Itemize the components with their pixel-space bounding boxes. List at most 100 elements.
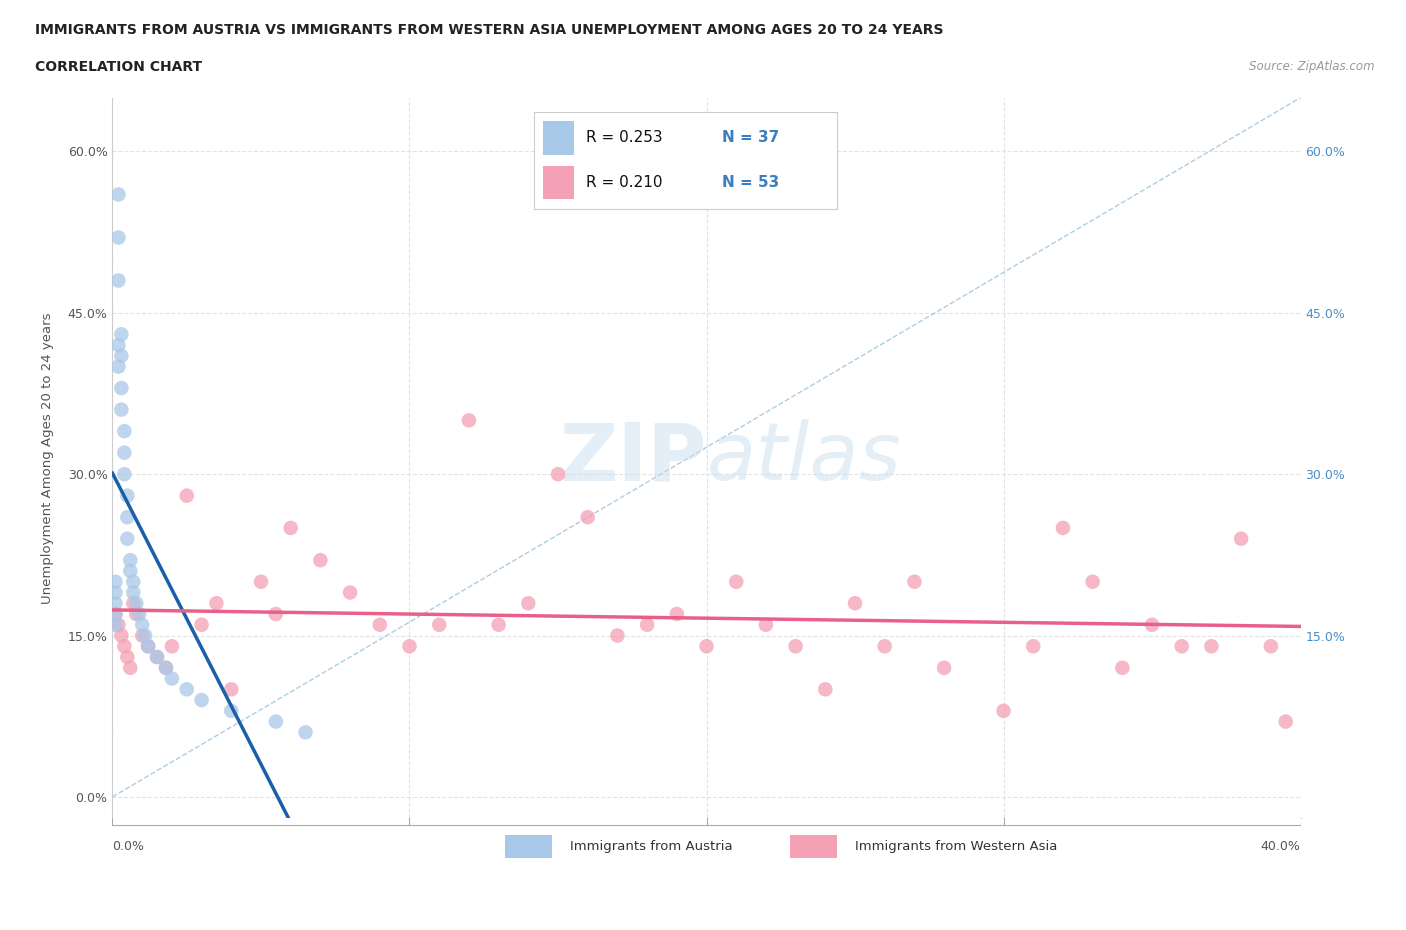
Point <box>398 639 420 654</box>
Point <box>993 703 1015 718</box>
Point <box>110 628 132 643</box>
Point <box>120 564 142 578</box>
Point <box>1274 714 1296 729</box>
Text: R = 0.253: R = 0.253 <box>586 130 662 145</box>
Point <box>1260 639 1282 654</box>
Point <box>107 338 129 352</box>
Point <box>107 618 129 632</box>
Point <box>122 596 145 611</box>
Text: R = 0.210: R = 0.210 <box>586 176 662 191</box>
Text: 0.0%: 0.0% <box>112 840 145 853</box>
Point <box>155 660 177 675</box>
Text: 40.0%: 40.0% <box>1261 840 1301 853</box>
Point <box>131 628 153 643</box>
Point <box>125 596 148 611</box>
Point <box>205 596 228 611</box>
Point <box>696 639 718 654</box>
Point <box>155 660 177 675</box>
Point <box>934 660 956 675</box>
Point <box>1022 639 1045 654</box>
Point <box>117 531 139 546</box>
Point <box>131 618 153 632</box>
Point <box>190 693 212 708</box>
Point <box>457 413 479 428</box>
Point <box>176 682 198 697</box>
Point <box>104 606 127 621</box>
Point <box>427 618 450 632</box>
Point <box>122 585 145 600</box>
Text: IMMIGRANTS FROM AUSTRIA VS IMMIGRANTS FROM WESTERN ASIA UNEMPLOYMENT AMONG AGES : IMMIGRANTS FROM AUSTRIA VS IMMIGRANTS FR… <box>35 23 943 37</box>
Point <box>136 639 159 654</box>
Point <box>176 488 198 503</box>
Point <box>128 606 150 621</box>
Point <box>190 618 212 632</box>
Point <box>112 424 135 439</box>
Point <box>814 682 837 697</box>
Point <box>117 488 139 503</box>
Point <box>117 510 139 525</box>
Point <box>606 628 628 643</box>
Text: ZIP: ZIP <box>560 419 707 497</box>
Point <box>112 639 135 654</box>
Text: Immigrants from Western Asia: Immigrants from Western Asia <box>855 840 1057 853</box>
Point <box>107 359 129 374</box>
Point <box>104 575 127 590</box>
Point <box>104 618 127 632</box>
Text: N = 53: N = 53 <box>721 176 779 191</box>
Point <box>134 628 156 643</box>
Point <box>120 552 142 567</box>
Point <box>122 575 145 590</box>
Point <box>368 618 391 632</box>
Point <box>1201 639 1223 654</box>
Point <box>1052 521 1074 536</box>
Point <box>112 467 135 482</box>
Point <box>576 510 599 525</box>
Point <box>136 639 159 654</box>
Point <box>125 606 148 621</box>
Point <box>146 649 169 664</box>
Point <box>107 230 129 245</box>
Point <box>1140 618 1163 632</box>
Point <box>112 445 135 460</box>
Point <box>309 552 332 567</box>
Point <box>755 618 778 632</box>
Point <box>488 618 510 632</box>
Point <box>280 521 302 536</box>
Point <box>107 187 129 202</box>
Point <box>844 596 866 611</box>
Bar <box>543 122 574 154</box>
Point <box>104 585 127 600</box>
Bar <box>505 835 553 857</box>
Point <box>219 703 242 718</box>
Point <box>120 660 142 675</box>
Text: N = 37: N = 37 <box>721 130 779 145</box>
Point <box>264 714 287 729</box>
Point <box>104 606 127 621</box>
Point <box>903 575 925 590</box>
Text: CORRELATION CHART: CORRELATION CHART <box>35 60 202 74</box>
Point <box>110 402 132 417</box>
Text: Source: ZipAtlas.com: Source: ZipAtlas.com <box>1250 60 1375 73</box>
Point <box>1230 531 1253 546</box>
Point <box>636 618 658 632</box>
Point <box>110 380 132 395</box>
Point <box>107 273 129 288</box>
Point <box>264 606 287 621</box>
Point <box>160 639 183 654</box>
Point <box>250 575 273 590</box>
Point <box>339 585 361 600</box>
Bar <box>543 166 574 200</box>
Y-axis label: Unemployment Among Ages 20 to 24 years: Unemployment Among Ages 20 to 24 years <box>41 312 53 604</box>
Point <box>1170 639 1192 654</box>
Point <box>517 596 540 611</box>
Point <box>665 606 688 621</box>
Point <box>104 596 127 611</box>
Text: atlas: atlas <box>707 419 901 497</box>
Point <box>1111 660 1133 675</box>
Bar <box>790 835 837 857</box>
Point <box>160 671 183 686</box>
Point <box>725 575 748 590</box>
Point <box>873 639 896 654</box>
Point <box>294 724 316 739</box>
Point <box>547 467 569 482</box>
